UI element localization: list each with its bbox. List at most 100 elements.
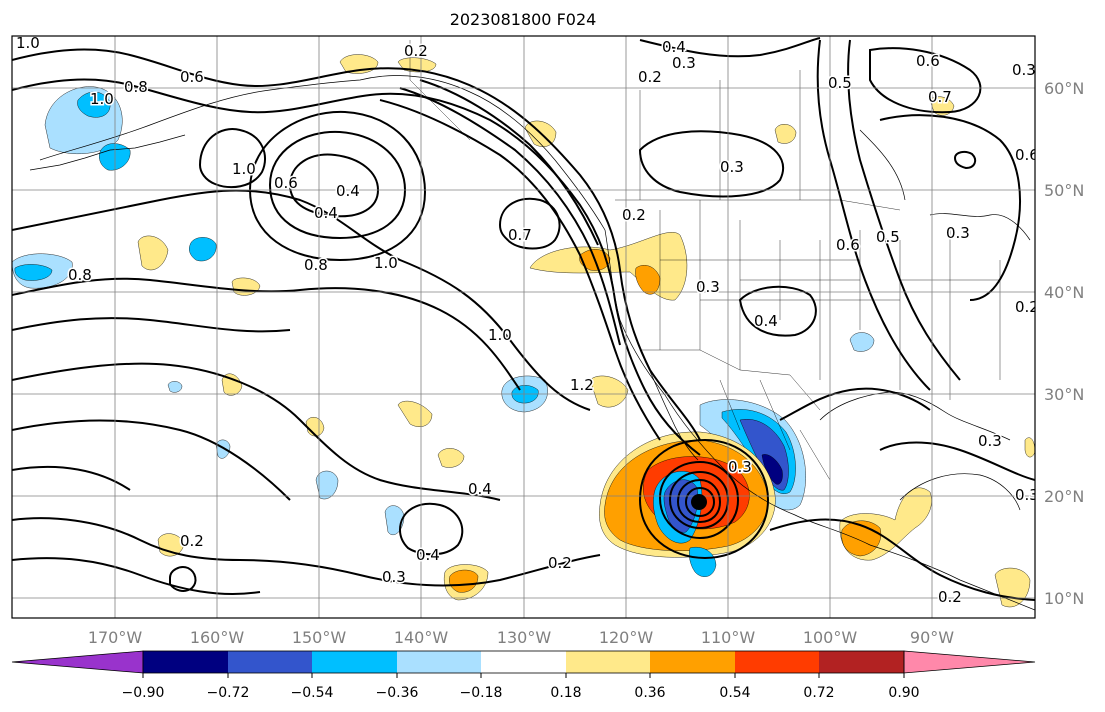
shade-negative-small5 bbox=[167, 381, 183, 393]
contour-label: 0.6 bbox=[180, 68, 204, 86]
contour-13 bbox=[419, 79, 599, 246]
colorbar-segment bbox=[566, 651, 650, 673]
contour-label: 0.6 bbox=[274, 174, 298, 192]
cyclone-center bbox=[691, 494, 707, 510]
contour-label: 0.3 bbox=[978, 432, 1002, 450]
lat-label: 10°N bbox=[1044, 589, 1084, 608]
colorbar-segment bbox=[397, 651, 481, 673]
contour-label: 0.2 bbox=[404, 42, 428, 60]
shade-negative-small6 bbox=[215, 439, 231, 459]
shade-positive-14 bbox=[929, 96, 955, 116]
shade-positive-baja-north-core2 bbox=[635, 265, 661, 295]
contour-9 bbox=[12, 48, 701, 441]
contour-label: 0.3 bbox=[1015, 486, 1039, 504]
contour-label: 0.3 bbox=[946, 224, 970, 242]
shade-positive-8 bbox=[397, 400, 433, 427]
contour-east-5 bbox=[638, 130, 785, 198]
lat-label: 50°N bbox=[1044, 181, 1084, 200]
contour-label: 0.4 bbox=[416, 546, 440, 564]
contour-closed-6 bbox=[398, 502, 464, 556]
colorbar-segment bbox=[228, 651, 312, 673]
contour-closed-5 bbox=[498, 197, 561, 250]
contour-label: 0.3 bbox=[696, 278, 720, 296]
contour-east-7 bbox=[639, 37, 821, 58]
coastline-gulf bbox=[819, 391, 1011, 441]
shade-positive-12 bbox=[589, 375, 629, 408]
colorbar-tick-label: −0.90 bbox=[122, 685, 165, 701]
lon-label: 140°W bbox=[394, 628, 449, 647]
lon-label: 170°W bbox=[88, 628, 143, 647]
contour-label: 0.5 bbox=[828, 74, 852, 92]
contour-cyclone-3 bbox=[676, 478, 722, 524]
contour-label: 0.2 bbox=[638, 68, 662, 86]
border-canada-prov bbox=[639, 70, 801, 200]
shade-positive-7 bbox=[221, 373, 243, 396]
lon-label: 110°W bbox=[701, 628, 756, 647]
shade-negative-cyclone-south bbox=[689, 547, 717, 577]
contour-8 bbox=[12, 557, 261, 595]
contour-label: 1.0 bbox=[90, 90, 114, 108]
shade-negative-small4 bbox=[849, 332, 875, 352]
colorbar-segment bbox=[481, 651, 566, 673]
lon-label: 160°W bbox=[190, 628, 245, 647]
contour-label: 0.3 bbox=[672, 54, 696, 72]
lon-label: 120°W bbox=[599, 628, 654, 647]
colorbar: −0.90 −0.72 −0.54 −0.36 −0.18 0.18 0.36 … bbox=[11, 650, 1036, 701]
colorbar-segment bbox=[735, 651, 819, 673]
contour-label: 0.7 bbox=[928, 88, 952, 106]
graticule bbox=[12, 36, 1035, 618]
contour-label: 0.2 bbox=[938, 588, 962, 606]
longitude-labels: 170°W 160°W 150°W 140°W 130°W 120°W 110°… bbox=[88, 628, 954, 647]
shade-negative-small1 bbox=[189, 237, 217, 262]
map-frame bbox=[11, 35, 1036, 619]
contour-label: 1.0 bbox=[488, 326, 512, 344]
contour-east-2 bbox=[847, 39, 961, 381]
contour-label: 0.6 bbox=[916, 52, 940, 70]
shade-negative-small2 bbox=[315, 470, 339, 500]
shade-positive-10 bbox=[437, 448, 465, 468]
colorbar-tick-label: −0.18 bbox=[460, 685, 503, 701]
contour-label: 1.0 bbox=[374, 254, 398, 272]
contour-label: 0.4 bbox=[314, 204, 338, 222]
contour-cyclone-4 bbox=[684, 486, 716, 518]
colorbar-segment bbox=[819, 651, 904, 673]
border-us-canada bbox=[615, 199, 901, 211]
shade-positive-4 bbox=[774, 124, 797, 144]
contour-label: 0.8 bbox=[304, 256, 328, 274]
contour-label: 0.4 bbox=[336, 182, 360, 200]
contour-label: 0.5 bbox=[876, 228, 900, 246]
contour-east-4 bbox=[879, 114, 1021, 301]
contour-2 bbox=[12, 277, 521, 391]
contour-closed-4 bbox=[198, 128, 267, 189]
lon-label: 90°W bbox=[910, 628, 954, 647]
shade-negative-west-core bbox=[14, 264, 53, 281]
contour-closed-7 bbox=[169, 566, 197, 592]
colorbar-tick-label: 0.72 bbox=[803, 685, 834, 701]
contour-gulf-1 bbox=[879, 441, 1035, 481]
contour-3 bbox=[12, 317, 291, 333]
contour-label: 0.8 bbox=[68, 266, 92, 284]
colorbar-tick-label: −0.72 bbox=[207, 685, 250, 701]
colorbar-tick-label: 0.54 bbox=[719, 685, 750, 701]
lon-label: 150°W bbox=[292, 628, 347, 647]
contour-closed-3 bbox=[248, 110, 427, 262]
contour-label: 0.3 bbox=[728, 458, 752, 476]
colorbar-ticks bbox=[142, 673, 905, 678]
contour-label: 0.2 bbox=[1015, 298, 1039, 316]
coastline-hudson bbox=[859, 129, 906, 201]
contour-cyclone-1 bbox=[658, 460, 740, 540]
contour-5 bbox=[12, 419, 291, 501]
lat-label: 20°N bbox=[1044, 487, 1084, 506]
contour-label: 0.3 bbox=[382, 568, 406, 586]
colorbar-tick-label: −0.36 bbox=[376, 685, 419, 701]
contour-label: 0.6 bbox=[1015, 146, 1039, 164]
lat-label: 40°N bbox=[1044, 283, 1084, 302]
coastline-aleutians bbox=[29, 134, 186, 171]
contour-label: 0.3 bbox=[1012, 61, 1036, 79]
contour-label: 1.2 bbox=[570, 376, 594, 394]
latitude-labels: 60°N 50°N 40°N 30°N 20°N 10°N bbox=[1044, 79, 1084, 608]
contour-label: 0.4 bbox=[468, 480, 492, 498]
colorbar-tick-label: 0.36 bbox=[634, 685, 665, 701]
border-mexico-states bbox=[719, 379, 831, 481]
